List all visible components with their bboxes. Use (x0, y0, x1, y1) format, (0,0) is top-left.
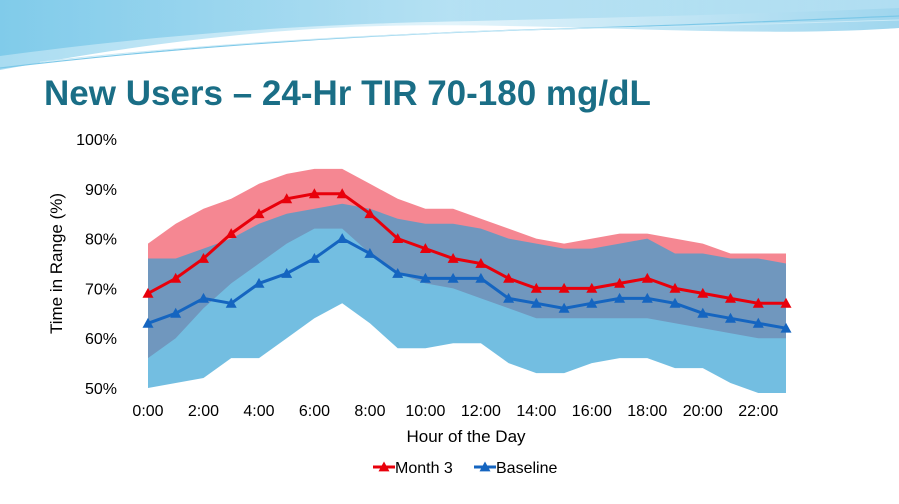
data-point-baseline (614, 292, 626, 303)
data-point-month-3 (142, 287, 154, 298)
x-tick-label: 20:00 (683, 403, 723, 420)
data-point-month-3 (170, 272, 182, 283)
data-point-month-3 (364, 208, 376, 219)
data-point-baseline (752, 317, 764, 328)
data-point-baseline (419, 272, 431, 283)
x-tick-label: 0:00 (132, 403, 163, 420)
legend-marker-month-3 (378, 461, 390, 472)
chart-lines (142, 188, 792, 333)
data-point-month-3 (697, 287, 709, 298)
x-tick-label: 10:00 (405, 403, 445, 420)
data-point-month-3 (392, 233, 404, 243)
data-point-baseline (558, 302, 570, 313)
x-axis-ticks: 0:00 2:00 4:00 6:00 8:00 10:00 12:00 14:00 16:00… (132, 403, 778, 420)
x-tick-label: 14:00 (516, 403, 556, 420)
data-point-month-3 (419, 243, 431, 253)
data-point-month-3 (336, 188, 348, 199)
data-point-baseline (225, 297, 237, 308)
x-axis-label: Hour of the Day (406, 427, 526, 446)
data-point-month-3 (447, 253, 459, 263)
data-point-baseline (308, 253, 320, 263)
data-point-baseline (447, 272, 459, 283)
data-point-baseline (336, 233, 348, 243)
data-point-month-3 (530, 282, 542, 293)
chart-bands (148, 168, 786, 393)
data-point-baseline (142, 317, 154, 328)
page-title: New Users – 24-Hr TIR 70-180 mg/dL (44, 74, 651, 113)
data-point-month-3 (780, 297, 792, 308)
legend-label-month-3: Month 3 (395, 460, 453, 477)
y-tick-label: 80% (85, 232, 117, 249)
data-point-month-3 (558, 282, 570, 293)
y-tick-label: 60% (85, 331, 117, 348)
legend-marker-baseline (479, 461, 491, 472)
data-point-month-3 (614, 277, 626, 288)
y-axis-label: Time in Range (%) (47, 193, 66, 334)
data-point-baseline (170, 307, 182, 318)
legend-swatch-band (339, 462, 357, 472)
chart-legend: Month 3 Baseline (339, 460, 557, 477)
data-point-baseline (669, 297, 681, 308)
data-point-baseline (641, 292, 653, 303)
data-point-month-3 (225, 228, 237, 238)
data-point-month-3 (475, 258, 487, 268)
x-tick-label: 8:00 (354, 403, 385, 420)
data-point-baseline (281, 268, 293, 278)
data-point-baseline (475, 272, 487, 283)
data-point-month-3 (198, 253, 209, 263)
data-point-month-3 (752, 297, 764, 308)
x-tick-label: 18:00 (627, 403, 667, 420)
y-tick-label: 50% (85, 381, 117, 398)
data-point-baseline (530, 297, 542, 308)
y-axis-ticks: 50% 60% 70% 80% 90% 100% (76, 132, 117, 398)
data-point-month-3 (725, 292, 736, 303)
y-tick-label: 70% (85, 281, 117, 298)
data-point-baseline (364, 248, 376, 258)
data-point-month-3 (641, 272, 653, 283)
data-point-baseline (697, 307, 709, 318)
data-point-month-3 (586, 282, 598, 293)
data-point-month-3 (669, 282, 681, 293)
header-banner-decoration (0, 0, 899, 70)
x-tick-label: 6:00 (299, 403, 330, 420)
band-baseline (148, 203, 786, 393)
data-point-baseline (253, 277, 265, 288)
data-point-baseline (586, 297, 598, 308)
x-tick-label: 16:00 (572, 403, 612, 420)
data-point-baseline (392, 268, 404, 278)
data-point-month-3 (253, 208, 265, 219)
data-point-baseline (725, 312, 736, 323)
x-tick-label: 2:00 (188, 403, 219, 420)
data-point-baseline (780, 322, 792, 333)
x-tick-label: 4:00 (243, 403, 274, 420)
y-tick-label: 90% (85, 182, 117, 199)
data-point-month-3 (281, 193, 293, 204)
x-tick-label: 22:00 (738, 403, 778, 420)
y-tick-label: 100% (76, 132, 117, 149)
data-point-baseline (503, 292, 515, 303)
data-point-baseline (198, 292, 209, 303)
data-point-month-3 (308, 188, 320, 199)
data-point-month-3 (503, 272, 515, 283)
legend-label-baseline: Baseline (496, 460, 557, 477)
x-tick-label: 12:00 (461, 403, 501, 420)
